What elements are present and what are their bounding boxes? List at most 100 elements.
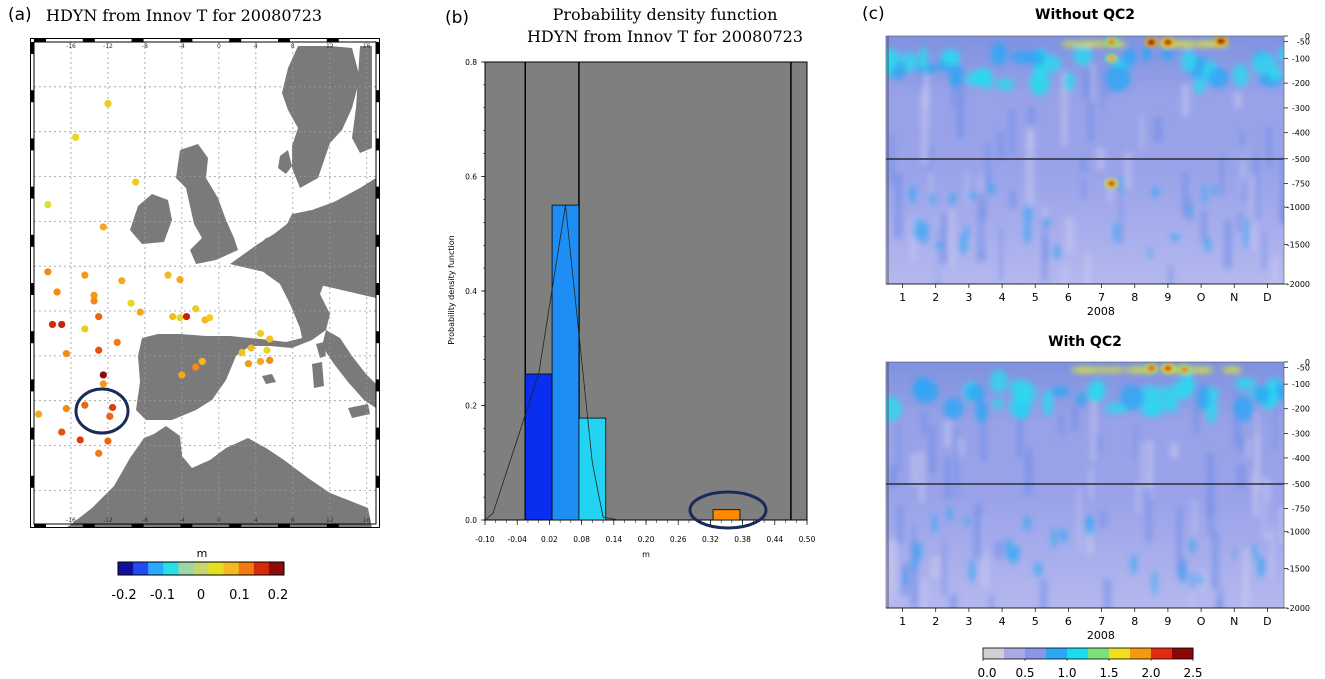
month-label-0-4: 5 bbox=[1032, 291, 1039, 304]
depth-label-1-2: -100 bbox=[1292, 380, 1310, 389]
observation-point-9 bbox=[176, 276, 184, 284]
observation-point-45 bbox=[263, 346, 271, 354]
x-tick-label-3: 0.08 bbox=[573, 535, 590, 544]
panel-b-title-line2: HDYN from Innov T for 20080723 bbox=[526, 27, 804, 46]
colorbar-a-tick-2: 0 bbox=[197, 588, 205, 603]
observation-point-48 bbox=[266, 356, 274, 364]
colorbar-a-tick-3: 0.1 bbox=[229, 588, 250, 603]
observation-point-49 bbox=[244, 360, 253, 368]
histogram-chart: -0.10 -0.04 0.02 0.08 0.14 0.20 0.26 0.32 0.38 0.… bbox=[447, 58, 816, 559]
depth-label-1-4: -300 bbox=[1292, 429, 1310, 438]
hotspot-core-1-1 bbox=[1163, 365, 1172, 372]
depth-label-0-6: -500 bbox=[1292, 155, 1310, 164]
lon-tick-label-top-7: 12 bbox=[326, 43, 334, 50]
longitude-labels: -16 -16 -12 -12 -8 -8 -4 -4 0 0 4 4 8 8 12 12 16 16 bbox=[66, 43, 371, 524]
x-tick-label-2: 0.02 bbox=[541, 535, 558, 544]
hotspot-core-0-1 bbox=[1107, 55, 1116, 62]
lon-tick-label-top-4: 0 bbox=[217, 43, 221, 50]
observation-point-0 bbox=[104, 100, 112, 108]
hotspot-core-1-2 bbox=[1180, 366, 1189, 373]
observation-point-34 bbox=[35, 410, 43, 418]
month-label-1-11: D bbox=[1263, 615, 1271, 628]
lon-tick-label-top-1: -12 bbox=[103, 43, 113, 50]
observation-point-23 bbox=[58, 320, 66, 329]
observation-point-39 bbox=[178, 371, 186, 379]
panel-c-letter: (c) bbox=[862, 4, 885, 24]
observation-point-40 bbox=[192, 363, 200, 371]
panel-a-letter: (a) bbox=[8, 5, 32, 25]
x-tick-label-0: -0.10 bbox=[475, 535, 495, 544]
x-tick-label-9: 0.44 bbox=[766, 535, 783, 544]
y-tick-label-3: 0.6 bbox=[465, 173, 477, 182]
observation-point-18 bbox=[182, 313, 191, 321]
observation-point-3 bbox=[44, 200, 52, 209]
observation-points bbox=[35, 100, 274, 457]
panel-b-letter: (b) bbox=[445, 8, 470, 28]
month-label-0-6: 7 bbox=[1098, 291, 1105, 304]
depth-label-0-3: -200 bbox=[1292, 79, 1310, 88]
observation-point-11 bbox=[90, 291, 98, 299]
observation-point-28 bbox=[99, 371, 107, 379]
observation-point-13 bbox=[127, 299, 135, 307]
observation-point-15 bbox=[95, 313, 103, 321]
y-tick-label-1: 0.2 bbox=[465, 402, 477, 411]
panel-c-colorbar: 0.0 0.5 1.0 1.5 2.0 2.5 bbox=[977, 647, 1203, 679]
month-label-0-5: 6 bbox=[1065, 291, 1072, 304]
depth-label-0-7: -750 bbox=[1292, 180, 1310, 189]
histogram-bar-3 bbox=[712, 509, 741, 521]
lon-tick-label-bottom-1: -12 bbox=[103, 517, 113, 524]
month-label-0-1: 2 bbox=[932, 291, 939, 304]
heatmap-without-qc2 bbox=[885, 35, 1285, 285]
hotspot-core-0-4 bbox=[1163, 39, 1172, 46]
year-label-1: 2008 bbox=[1087, 629, 1115, 642]
observation-point-38 bbox=[95, 449, 103, 457]
depth-label-0-4: -300 bbox=[1292, 104, 1310, 113]
observation-point-36 bbox=[76, 436, 84, 444]
observation-point-32 bbox=[108, 403, 117, 412]
depth-label-0-5: -400 bbox=[1292, 129, 1310, 138]
panel-c-bottom-title: With QC2 bbox=[1048, 334, 1122, 350]
lon-tick-label-bottom-6: 8 bbox=[291, 517, 295, 524]
panel-a-title: HDYN from Innov T for 20080723 bbox=[46, 6, 323, 25]
lon-tick-label-top-8: 16 bbox=[363, 43, 371, 50]
observation-point-31 bbox=[81, 401, 89, 409]
month-label-1-2: 3 bbox=[965, 615, 972, 628]
observation-point-16 bbox=[169, 313, 177, 321]
panel-a-colorbar: m -0.2 -0.1 0 0.1 0.2 bbox=[111, 547, 289, 603]
heatmap-with-qc2 bbox=[885, 361, 1285, 609]
y-tick-label-4: 0.8 bbox=[465, 58, 477, 67]
month-label-1-0: 1 bbox=[899, 615, 906, 628]
colorbar-c-tick-2: 1.0 bbox=[1057, 666, 1076, 679]
histogram-bar-1 bbox=[551, 204, 580, 521]
observation-point-7 bbox=[118, 277, 126, 285]
panel-b-title-line1: Probability density function bbox=[552, 5, 778, 24]
depth-label-1-6: -500 bbox=[1292, 480, 1310, 489]
lon-tick-label-bottom-4: 0 bbox=[217, 517, 221, 524]
hovmoller-charts: 0-50-100-200-300-400-500-750-1000-1500-2… bbox=[885, 32, 1310, 642]
month-label-1-5: 6 bbox=[1065, 615, 1072, 628]
month-label-1-8: 9 bbox=[1164, 615, 1171, 628]
year-label-0: 2008 bbox=[1087, 305, 1115, 318]
x-axis-label: m bbox=[642, 550, 650, 559]
map-gridlines bbox=[34, 42, 376, 524]
panel-c-top-title: Without QC2 bbox=[1035, 7, 1135, 23]
observation-point-14 bbox=[136, 308, 144, 316]
colorbar-a-tick-0: -0.2 bbox=[111, 588, 136, 603]
observation-point-22 bbox=[48, 320, 57, 329]
map-frame-ticks bbox=[30, 38, 380, 528]
depth-label-1-7: -750 bbox=[1292, 504, 1310, 513]
y-axis-label: Probability density function bbox=[447, 235, 456, 344]
x-tick-label-8: 0.38 bbox=[734, 535, 751, 544]
observation-point-30 bbox=[62, 404, 70, 413]
depth-label-0-10: -2000 bbox=[1287, 280, 1310, 289]
hotspot-core-0-3 bbox=[1147, 39, 1156, 46]
lon-tick-label-top-6: 8 bbox=[291, 43, 295, 50]
colorbar-a-tick-4: 0.2 bbox=[268, 588, 289, 603]
colorbar-c-tick-3: 1.5 bbox=[1099, 666, 1118, 679]
depth-label-0-0: 0 bbox=[1305, 32, 1310, 41]
month-label-0-0: 1 bbox=[899, 291, 906, 304]
depth-label-1-0: 0 bbox=[1305, 358, 1310, 367]
colorbar-c-tick-1: 0.5 bbox=[1015, 666, 1034, 679]
depth-label-1-5: -400 bbox=[1292, 454, 1310, 463]
observation-point-33 bbox=[106, 412, 114, 420]
